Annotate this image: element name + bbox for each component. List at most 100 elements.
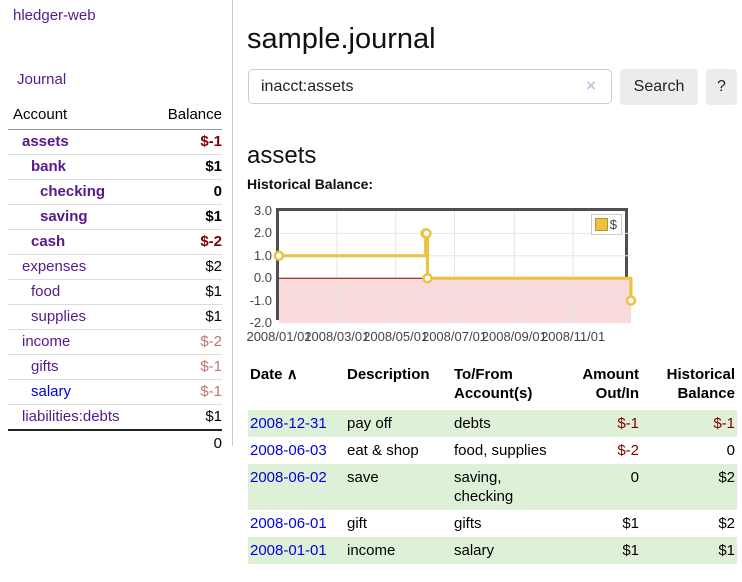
clear-search-icon[interactable]: × [586, 76, 596, 95]
account-link[interactable]: salary [31, 383, 72, 400]
account-balance: $1 [205, 283, 222, 300]
account-row: income $-2 [8, 330, 222, 355]
account-row: saving $1 [8, 205, 222, 230]
account-link[interactable]: cash [31, 233, 66, 250]
register-body: 2008-12-31 pay off debts $-1 $-1 2008-06-03 ea… [248, 410, 737, 564]
amount-cell: $-1 [617, 415, 639, 432]
description-cell: save [347, 469, 379, 486]
account-balance: $1 [205, 308, 222, 325]
transaction-date-link[interactable]: 2008-06-02 [250, 469, 327, 486]
sort-ascending-icon: ∧ [286, 366, 298, 383]
account-link[interactable]: food [31, 283, 61, 300]
account-row: bank $1 [8, 155, 222, 180]
help-button[interactable]: ? [706, 69, 737, 105]
balance-cell: $2 [718, 469, 735, 486]
description-cell: pay off [347, 415, 392, 432]
total-balance: 0 [213, 435, 222, 452]
date-cell: 2008-06-01 [248, 510, 345, 537]
account-link[interactable]: bank [31, 158, 67, 175]
account-row: gifts $-1 [8, 355, 222, 380]
account-rows: assets $-1 bank $1 checking 0 saving $1 cash $-2 e… [8, 130, 222, 429]
transaction-row: 2008-06-03 eat & shop food, supplies $-2 0 [248, 437, 737, 464]
x-axis: 2008/01/01 2008/03/01 2008/05/01 2008/07/01… [246, 329, 638, 345]
account-row: expenses $2 [8, 255, 222, 280]
column-header-date[interactable]: Date ∧ [250, 366, 298, 383]
account-link[interactable]: supplies [31, 308, 87, 325]
account-heading: assets [247, 141, 317, 169]
account-balance: 0 [213, 183, 222, 200]
account-balance: $-1 [200, 358, 222, 375]
transaction-row: 2008-06-02 save saving, checking 0 $2 [248, 464, 737, 510]
sidebar-item-journal[interactable]: Journal [17, 71, 67, 88]
date-cell: 2008-06-02 [248, 464, 345, 510]
page-title: sample.journal [247, 23, 436, 56]
column-header-balance: Historical Balance [666, 366, 735, 402]
total-row: 0 [8, 429, 222, 456]
account-column-label: Account [13, 106, 68, 123]
search-button[interactable]: Search [620, 69, 698, 105]
account-link[interactable]: income [22, 333, 71, 350]
y-axis: 3.0 2.0 1.0 0.0 -1.0 -2.0 [246, 200, 272, 348]
amount-cell: $-2 [617, 442, 639, 459]
transaction-date-link[interactable]: 2008-06-03 [250, 442, 327, 459]
account-tree-header: Account Balance [8, 102, 222, 130]
account-cell: food, supplies [454, 442, 547, 459]
description-cell: gift [347, 515, 368, 532]
chart-title: Historical Balance: [247, 176, 374, 192]
search-input[interactable] [248, 69, 612, 104]
transaction-date-link[interactable]: 2008-12-31 [250, 415, 327, 432]
chart-plot-area: $ [273, 208, 637, 323]
transaction-date-link[interactable]: 2008-01-01 [250, 542, 327, 559]
sidebar: hledger-web Journal Account Balance asse… [0, 0, 233, 452]
balance-column-label: Balance [167, 106, 222, 123]
account-balance: $1 [205, 408, 222, 425]
balance-cell: $-1 [713, 415, 735, 432]
y-axis-tick-label: -2.0 [249, 315, 272, 330]
transaction-date-link[interactable]: 2008-06-01 [250, 515, 327, 532]
account-cell: salary [454, 542, 495, 559]
description-cell: income [347, 542, 396, 559]
chart-canvas [273, 211, 637, 323]
account-row: cash $-2 [8, 230, 222, 255]
transaction-row: 2008-12-31 pay off debts $-1 $-1 [248, 410, 737, 437]
account-link[interactable]: assets [22, 133, 69, 150]
account-link[interactable]: expenses [22, 258, 87, 275]
date-cell: 2008-06-03 [248, 437, 345, 464]
column-header-amount: Amount Out/In [582, 366, 639, 402]
account-row: assets $-1 [8, 130, 222, 155]
x-axis-tick-label: 2008/11/01 [541, 329, 606, 344]
transaction-row: 2008-06-01 gift gifts $1 $2 [248, 510, 737, 537]
balance-cell: 0 [726, 442, 735, 459]
chart-legend: $ [590, 214, 622, 235]
date-cell: 2008-01-01 [248, 537, 345, 564]
account-cell: gifts [454, 515, 482, 532]
x-axis-tick-label: 2008/09/01 [481, 329, 547, 344]
account-link[interactable]: checking [40, 183, 106, 200]
account-balance: $-1 [200, 383, 222, 400]
account-balance: $-2 [200, 233, 222, 250]
x-axis-tick-label: 2008/07/01 [421, 329, 488, 344]
account-row: checking 0 [8, 180, 222, 205]
account-balance: $2 [205, 258, 222, 275]
account-balance: $1 [205, 158, 222, 175]
account-link[interactable]: gifts [31, 358, 59, 375]
account-link[interactable]: liabilities:debts [22, 408, 120, 425]
account-cell: saving, checking [454, 469, 514, 505]
account-row: food $1 [8, 280, 222, 305]
account-cell: debts [454, 415, 491, 432]
account-link[interactable]: saving [40, 208, 88, 225]
series-swatch-icon [594, 218, 608, 231]
y-axis-tick-label: 2.0 [253, 225, 272, 241]
brand-link[interactable]: hledger-web [13, 7, 96, 24]
amount-cell: $1 [622, 542, 639, 559]
account-row: salary $-1 [8, 380, 222, 405]
date-cell: 2008-12-31 [248, 410, 345, 437]
register-table: Date ∧ Description To/From Account(s) Am… [248, 363, 737, 564]
y-axis-tick-label: -1.0 [249, 292, 272, 308]
y-axis-tick-label: 0.0 [253, 270, 272, 286]
y-axis-tick-label: 3.0 [253, 203, 272, 218]
x-axis-tick-label: 2008/03/01 [304, 329, 370, 344]
account-balance: $-1 [200, 133, 222, 150]
amount-cell: $1 [622, 515, 639, 532]
column-header-description: Description [347, 366, 430, 383]
